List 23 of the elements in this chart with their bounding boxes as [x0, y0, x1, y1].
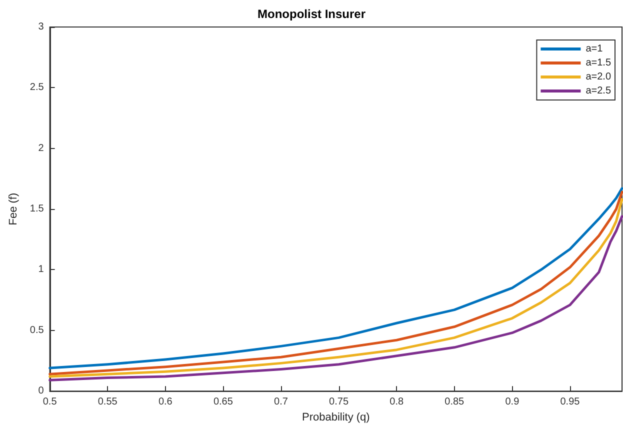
y-tick-label: 1.5	[30, 204, 44, 215]
y-tick-label: 3	[38, 22, 44, 32]
y-tick-label: 0.5	[30, 324, 44, 336]
x-tick-label: 0.65	[213, 396, 234, 408]
x-tick-label: 0.8	[390, 396, 404, 408]
x-tick-label: 0.95	[560, 396, 580, 408]
y-tick-label: 2.5	[30, 82, 44, 94]
y-tick-label: 2	[38, 142, 44, 154]
y-axis-title: Fee (f)	[8, 192, 20, 226]
y-tick-label: 0	[38, 386, 44, 397]
y-tick-label: 1	[38, 264, 44, 276]
x-tick-label: 0.6	[158, 396, 173, 408]
x-tick-label: 0.85	[444, 396, 465, 408]
legend-label: a=1	[586, 44, 604, 54]
x-tick-label: 0.75	[329, 396, 349, 408]
legend-label: a=2.0	[586, 72, 612, 82]
x-tick-label: 0.7	[274, 396, 288, 408]
x-axis-title: Probability (q)	[302, 412, 370, 424]
x-tick-label: 0.55	[98, 396, 118, 408]
legend-label: a=1.5	[586, 58, 612, 68]
x-tick-label: 0.9	[505, 396, 520, 408]
legend-label: a=2.5	[586, 86, 612, 96]
chart-title: Monopolist Insurer	[258, 7, 366, 21]
